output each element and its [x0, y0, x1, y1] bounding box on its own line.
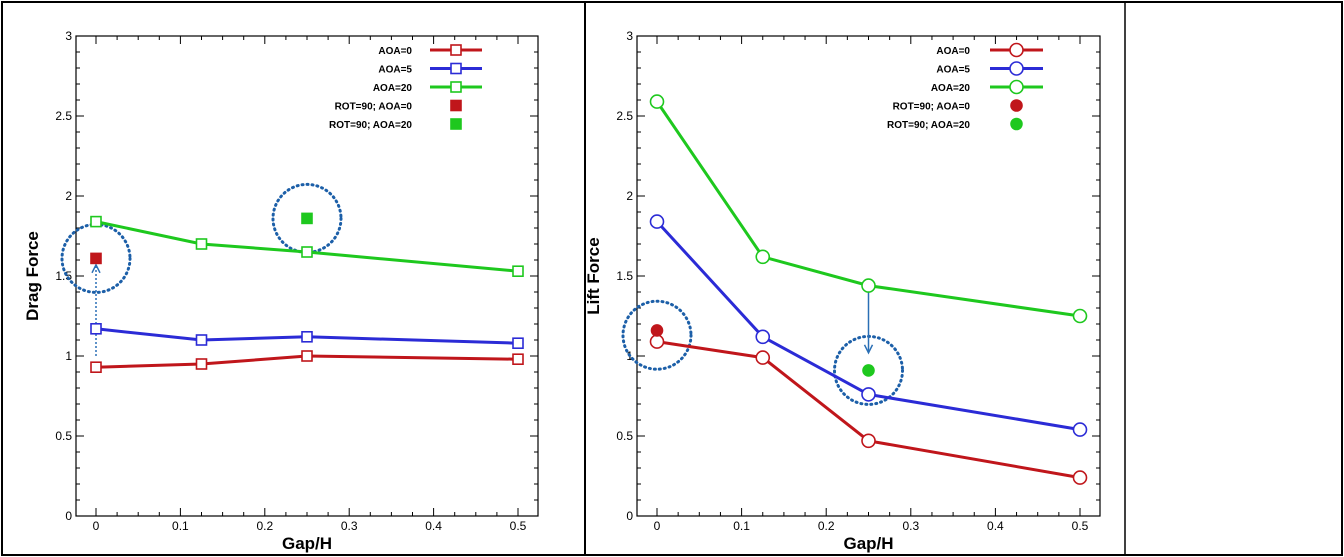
legend-marker [1009, 79, 1024, 95]
data-point [301, 330, 313, 343]
x-axis-title: Gap/H [843, 534, 893, 553]
data-point [755, 329, 771, 345]
legend-label: ROT=90; AOA=20 [329, 120, 412, 131]
data-point [512, 337, 524, 350]
data-point [755, 249, 771, 265]
x-tick-label: 0 [93, 519, 100, 533]
data-point [755, 350, 771, 365]
x-axis-title: Gap/H [282, 534, 332, 553]
legend-label: ROT=90; AOA=0 [893, 102, 971, 113]
data-point [90, 215, 102, 228]
series-line [655, 100, 1081, 318]
legend-label: AOA=5 [936, 65, 970, 76]
y-tick-label: 2 [626, 189, 633, 203]
legend-label: AOA=20 [373, 83, 413, 94]
x-tick-label: 0 [654, 519, 661, 533]
x-tick-label: 0.4 [987, 519, 1004, 533]
y-tick-label: 3 [626, 29, 633, 43]
series-line [655, 220, 1081, 432]
data-point [649, 214, 665, 229]
x-tick-label: 0.3 [902, 519, 919, 533]
legend-marker [1010, 99, 1023, 112]
legend-marker [450, 62, 462, 75]
data-point [195, 334, 208, 346]
data-point [512, 353, 524, 366]
data-point [195, 238, 208, 250]
data-point [861, 387, 876, 402]
data-point [1072, 422, 1088, 437]
y-axis-title: Lift Force [584, 237, 603, 314]
data-point [1072, 470, 1088, 485]
data-point [1072, 308, 1088, 324]
y-tick-label: 2 [65, 189, 72, 203]
rot-data-point [90, 252, 102, 265]
y-tick-label: 0.5 [55, 429, 72, 443]
legend-label: AOA=0 [936, 46, 970, 57]
data-point [861, 433, 876, 449]
data-point [195, 358, 208, 370]
legend-marker [1009, 42, 1024, 58]
x-tick-label: 0.4 [425, 519, 442, 533]
legend-label: AOA=5 [378, 65, 412, 76]
data-point [649, 94, 665, 109]
data-point [90, 322, 102, 335]
series-line [95, 327, 519, 345]
y-tick-label: 0 [65, 509, 72, 523]
annotation-arrow-head [863, 344, 874, 355]
x-tick-label: 0.5 [1072, 519, 1089, 533]
legend-marker [450, 81, 462, 93]
x-tick-label: 0.1 [172, 519, 189, 533]
x-tick-label: 0.2 [256, 519, 273, 533]
data-point [649, 334, 665, 349]
rot-data-point [650, 324, 664, 337]
x-tick-label: 0.5 [510, 519, 527, 533]
data-point [90, 361, 102, 374]
y-tick-label: 2.5 [616, 109, 633, 123]
rot-data-point [301, 212, 313, 225]
data-point [861, 278, 876, 293]
data-point [512, 265, 524, 278]
highlight-circle [271, 182, 343, 254]
legend-marker [1009, 61, 1024, 76]
y-tick-label: 1.5 [616, 269, 633, 283]
legend-label: AOA=20 [931, 83, 971, 94]
series-line [656, 340, 1081, 480]
data-point [301, 350, 313, 362]
legend-marker [450, 99, 462, 112]
y-tick-label: 1 [65, 349, 72, 363]
y-tick-label: 0.5 [616, 429, 633, 443]
y-axis-title: Drag Force [23, 231, 42, 321]
y-tick-label: 3 [65, 29, 72, 43]
x-tick-label: 0.3 [341, 519, 358, 533]
legend-marker [450, 118, 462, 130]
y-tick-label: 2.5 [55, 109, 72, 123]
rot-data-point [862, 364, 875, 377]
x-tick-label: 0.1 [733, 519, 750, 533]
legend-marker [1010, 117, 1023, 131]
highlight-circle [621, 299, 693, 371]
data-point [301, 246, 313, 258]
y-tick-label: 0 [626, 509, 633, 523]
legend-label: ROT=90; AOA=20 [887, 120, 970, 131]
x-tick-label: 0.2 [818, 519, 835, 533]
series-line [95, 354, 519, 369]
series-line [95, 220, 519, 273]
annotation-arrow-head [91, 263, 101, 274]
legend-marker [450, 44, 462, 56]
legend-label: AOA=0 [378, 46, 412, 57]
legend-label: ROT=90; AOA=0 [335, 102, 413, 113]
